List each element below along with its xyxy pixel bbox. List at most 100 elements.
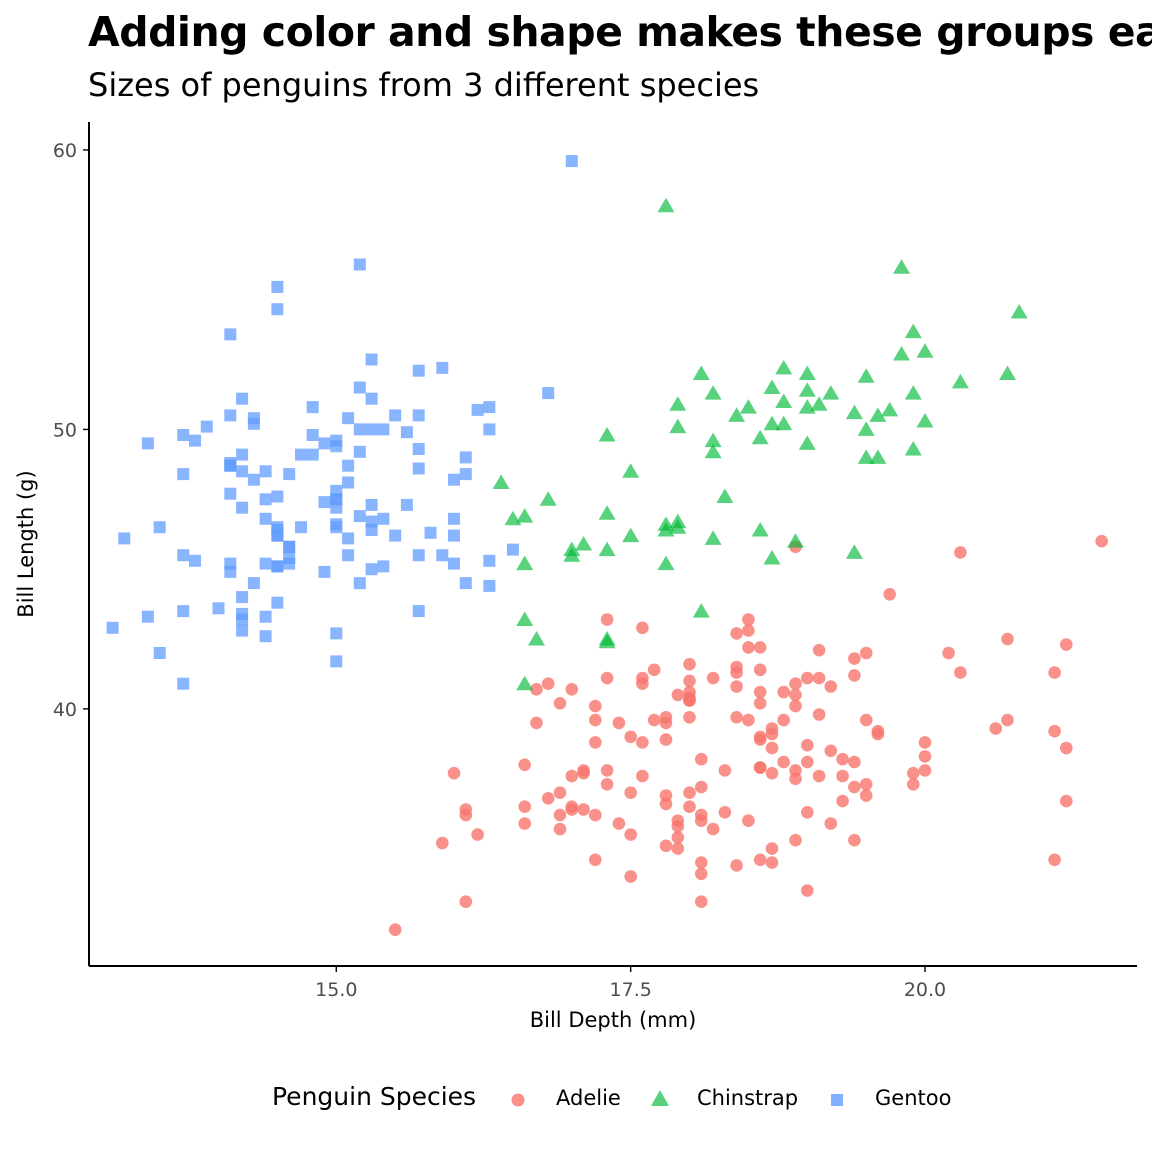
- point-adelie-83: [859, 778, 873, 791]
- point-adelie-63: [577, 803, 590, 816]
- point-gentoo-43: [189, 434, 201, 447]
- point-adelie-7: [695, 867, 708, 881]
- point-adelie-127: [447, 766, 461, 780]
- point-chinstrap-60: [857, 368, 875, 383]
- point-adelie-69: [801, 884, 814, 897]
- point-adelie-16: [1001, 632, 1014, 646]
- point-gentoo-38: [236, 591, 249, 604]
- point-chinstrap-48: [763, 379, 781, 394]
- point-chinstrap-56: [516, 555, 534, 571]
- point-adelie-100: [683, 674, 696, 688]
- point-adelie-26: [671, 688, 685, 702]
- point-gentoo-114: [271, 529, 284, 542]
- point-adelie-126: [848, 833, 861, 847]
- point-gentoo-49: [259, 557, 272, 570]
- point-gentoo-9: [377, 512, 390, 525]
- point-chinstrap-23: [845, 404, 863, 420]
- point-chinstrap-4: [893, 346, 910, 361]
- point-adelie-148: [836, 752, 849, 766]
- point-gentoo-25: [342, 532, 355, 545]
- point-gentoo-98: [177, 468, 190, 481]
- point-chinstrap-16: [916, 413, 934, 428]
- point-chinstrap-62: [563, 541, 581, 557]
- point-adelie-119: [636, 677, 649, 690]
- point-chinstrap-18: [751, 522, 769, 537]
- point-adelie-49: [647, 713, 661, 727]
- point-gentoo-54: [330, 521, 343, 534]
- point-adelie-30: [695, 780, 708, 794]
- point-adelie-85: [801, 806, 814, 819]
- point-gentoo-3: [353, 423, 366, 436]
- point-adelie-158: [753, 697, 767, 710]
- point-chinstrap-59: [845, 544, 863, 559]
- point-gentoo-42: [483, 554, 496, 567]
- point-chinstrap-31: [1010, 304, 1028, 319]
- x-axis-title: Bill Depth (mm): [530, 1008, 697, 1032]
- point-gentoo-15: [412, 443, 425, 455]
- point-adelie-73: [624, 828, 637, 841]
- point-gentoo-36: [259, 630, 272, 643]
- point-gentoo-5: [153, 521, 166, 534]
- point-adelie-23: [589, 736, 602, 749]
- point-gentoo-115: [271, 280, 284, 293]
- point-gentoo-63: [271, 303, 284, 316]
- point-chinstrap-64: [692, 603, 710, 618]
- point-chinstrap-22: [516, 611, 534, 626]
- point-chinstrap-8: [787, 533, 804, 548]
- point-adelie-4: [989, 722, 1002, 735]
- point-adelie-139: [848, 669, 861, 682]
- point-adelie-95: [777, 755, 790, 769]
- legend-label-adelie: Adelie: [556, 1086, 621, 1110]
- point-gentoo-113: [353, 381, 366, 394]
- point-adelie-22: [695, 752, 708, 766]
- point-adelie-10: [600, 764, 614, 777]
- y-tick-label-2: 60: [53, 140, 77, 162]
- point-gentoo-13: [283, 468, 296, 481]
- legend-key-chinstrap: [651, 1090, 669, 1106]
- x-tick-label-2: 20.0: [904, 979, 946, 1001]
- point-chinstrap-37: [999, 365, 1016, 380]
- point-gentoo-105: [448, 512, 460, 525]
- point-adelie-71: [589, 713, 602, 727]
- point-chinstrap-2: [822, 385, 840, 400]
- point-gentoo-67: [318, 437, 331, 450]
- point-gentoo-106: [330, 655, 343, 668]
- point-adelie-41: [742, 814, 755, 827]
- point-adelie-74: [742, 624, 755, 637]
- point-gentoo-65: [306, 429, 319, 441]
- point-chinstrap-55: [775, 359, 793, 375]
- point-adelie-121: [671, 820, 685, 833]
- point-chinstrap-26: [728, 407, 746, 422]
- legend-key-gentoo: [831, 1094, 843, 1106]
- point-adelie-60: [1048, 666, 1061, 679]
- point-gentoo-55: [365, 563, 378, 576]
- point-chinstrap-32: [528, 631, 545, 646]
- point-chinstrap-42: [810, 396, 828, 411]
- point-gentoo-0: [118, 532, 131, 545]
- point-adelie-102: [789, 764, 802, 777]
- point-adelie-32: [789, 677, 802, 690]
- point-gentoo-4: [271, 490, 284, 503]
- point-chinstrap-17: [657, 197, 675, 213]
- point-adelie-54: [753, 663, 767, 677]
- point-adelie-28: [789, 688, 802, 702]
- point-gentoo-91: [436, 361, 449, 374]
- point-chinstrap-50: [492, 474, 510, 489]
- point-adelie-67: [518, 817, 531, 830]
- point-gentoo-68: [412, 605, 425, 618]
- point-adelie-93: [553, 808, 567, 822]
- point-adelie-13: [1048, 853, 1061, 867]
- point-adelie-135: [636, 736, 649, 749]
- point-adelie-75: [541, 677, 555, 690]
- point-adelie-5: [659, 733, 673, 746]
- point-chinstrap-14: [575, 536, 593, 551]
- point-adelie-66: [812, 671, 826, 685]
- point-adelie-150: [436, 836, 449, 850]
- point-chinstrap-63: [893, 259, 910, 274]
- point-adelie-142: [683, 685, 696, 699]
- point-adelie-136: [918, 764, 932, 777]
- point-chinstrap-58: [775, 415, 793, 431]
- point-gentoo-80: [295, 448, 307, 461]
- point-adelie-20: [765, 766, 779, 780]
- point-chinstrap-51: [798, 382, 816, 397]
